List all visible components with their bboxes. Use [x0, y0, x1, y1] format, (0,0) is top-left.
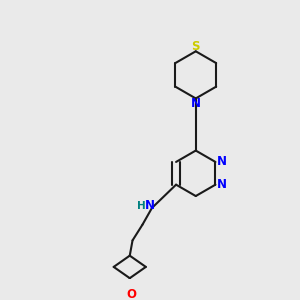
Text: H: H — [137, 201, 146, 211]
Text: N: N — [191, 97, 201, 110]
Text: N: N — [218, 155, 227, 168]
Text: O: O — [127, 288, 137, 300]
Text: N: N — [218, 178, 227, 191]
Text: N: N — [145, 199, 155, 212]
Text: S: S — [191, 40, 200, 53]
